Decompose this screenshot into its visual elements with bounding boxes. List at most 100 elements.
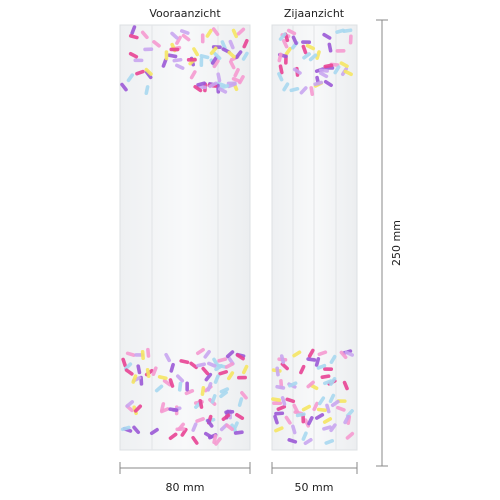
- sprinkle: [307, 416, 314, 426]
- sprinkle: [316, 363, 327, 370]
- sprinkle: [339, 350, 348, 360]
- sprinkle: [309, 86, 315, 97]
- sprinkle: [305, 43, 316, 51]
- sprinkle: [125, 351, 136, 357]
- sprinkle: [132, 425, 141, 435]
- sprinkle: [184, 389, 195, 396]
- sprinkle: [318, 68, 329, 73]
- sprinkle: [322, 417, 333, 424]
- sprinkle: [131, 374, 138, 384]
- sprinkle: [342, 380, 349, 391]
- sprinkle: [146, 347, 151, 358]
- sprinkle: [152, 40, 161, 48]
- sprinkle: [299, 364, 306, 375]
- sprinkle: [205, 28, 213, 38]
- sprinkle: [191, 422, 198, 432]
- sprinkle: [225, 350, 235, 359]
- sprinkle: [209, 46, 218, 56]
- sprinkle: [199, 57, 204, 68]
- sprinkle: [177, 381, 183, 392]
- sprinkle: [217, 87, 228, 94]
- sprinkle: [135, 69, 145, 76]
- sprinkle: [295, 412, 306, 418]
- sprinkle: [238, 75, 245, 85]
- sprinkle: [271, 397, 281, 402]
- sprinkle: [324, 439, 335, 445]
- sprinkle: [313, 80, 324, 87]
- sprinkle: [274, 426, 284, 433]
- sprinkle: [348, 34, 353, 45]
- sprinkle: [193, 85, 203, 93]
- sprinkle: [284, 46, 292, 56]
- sprinkle: [128, 34, 139, 40]
- sprinkle: [328, 393, 336, 404]
- sprinkle: [199, 54, 210, 60]
- width-dimension: 80 mm: [119, 462, 251, 494]
- sprinkle: [189, 70, 197, 80]
- sprinkle: [144, 67, 153, 76]
- sprinkle: [216, 72, 222, 83]
- sprinkle: [315, 413, 325, 420]
- sprinkle: [212, 434, 218, 445]
- sprinkle: [224, 409, 235, 415]
- sprinkle: [203, 349, 211, 359]
- sprinkle: [301, 404, 312, 412]
- sprinkle: [120, 82, 128, 92]
- width-dimension: 50 mm: [271, 462, 358, 494]
- sprinkle: [195, 417, 205, 423]
- sprinkle: [224, 362, 235, 369]
- sprinkle: [212, 357, 220, 367]
- sprinkle: [200, 33, 205, 44]
- view-label: Vooraanzicht: [149, 7, 221, 20]
- sprinkle: [225, 423, 234, 432]
- sprinkle: [273, 414, 279, 425]
- sprinkle: [201, 366, 210, 376]
- sprinkle: [167, 53, 178, 59]
- sprinkle: [192, 47, 200, 57]
- sprinkle: [168, 407, 179, 413]
- sprinkle: [210, 55, 218, 65]
- sprinkle: [227, 50, 236, 59]
- sprinkle: [234, 50, 243, 59]
- sprinkle: [180, 427, 188, 437]
- sprinkle: [306, 357, 317, 362]
- sprinkle: [191, 435, 199, 445]
- sprinkle: [319, 71, 329, 79]
- sprinkle: [211, 27, 220, 36]
- sprinkle: [236, 27, 246, 36]
- width-label: 50 mm: [295, 481, 334, 494]
- sprinkle: [169, 47, 180, 52]
- sprinkle: [154, 384, 164, 393]
- sprinkle: [181, 33, 191, 42]
- sprinkle: [335, 28, 346, 34]
- sprinkle: [291, 424, 297, 435]
- sprinkle: [291, 35, 298, 45]
- sprinkle: [292, 67, 302, 75]
- sprinkle: [307, 348, 315, 358]
- sprinkle: [213, 374, 220, 384]
- sprinkle: [279, 354, 286, 365]
- sprinkle: [169, 362, 175, 373]
- sprinkle: [228, 39, 235, 50]
- sprinkle: [275, 366, 280, 377]
- sprinkle: [323, 63, 334, 69]
- sprinkle: [343, 414, 350, 425]
- sprinkle: [168, 378, 175, 388]
- sprinkle: [123, 362, 133, 371]
- sprinkle: [342, 28, 353, 33]
- sprinkle: [314, 357, 321, 367]
- sprinkle: [185, 381, 189, 392]
- sprinkle: [207, 361, 217, 368]
- sprinkle: [306, 380, 315, 389]
- sprinkle: [237, 375, 248, 380]
- sprinkle: [327, 42, 333, 53]
- sprinkle: [345, 431, 355, 440]
- sprinkle: [276, 404, 287, 411]
- sprinkle: [282, 82, 290, 92]
- sprinkle: [339, 61, 349, 68]
- sprinkle: [303, 418, 311, 428]
- sprinkle: [151, 366, 158, 376]
- sprinkle: [212, 59, 220, 69]
- sprinkle: [214, 364, 224, 372]
- sprinkle: [301, 40, 312, 44]
